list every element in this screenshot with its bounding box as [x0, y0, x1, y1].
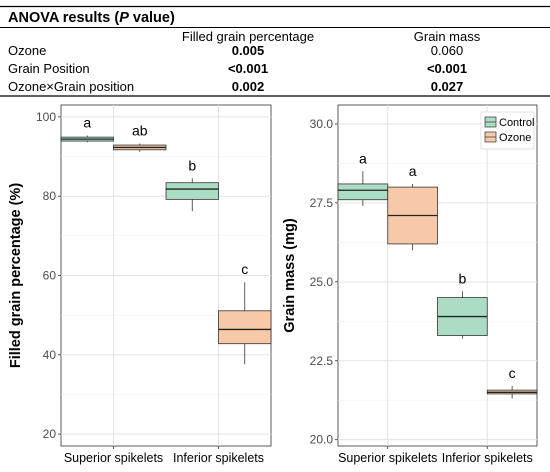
significance-letter: ab — [132, 122, 148, 138]
significance-letter: a — [83, 115, 91, 131]
chart-panel-1: 20 40 60 80 100 Superior spikelets Inferior sp… — [8, 104, 272, 465]
anova-value-filled: 0.002 — [232, 79, 265, 94]
x-tick-label: Inferior spikelets — [442, 451, 533, 465]
box-ozone: ab — [113, 122, 167, 152]
box-control: a — [337, 150, 389, 207]
y-tick-label: 22.5 — [310, 354, 334, 368]
y-tick-label: 60 — [43, 269, 57, 283]
y-tick-label: 20.0 — [310, 433, 334, 447]
chart-panel-2: 20.0 22.5 25.0 27.5 30.0 Superior spikelets In… — [282, 104, 538, 465]
significance-letter: b — [188, 157, 196, 173]
box-ozone: c — [486, 365, 538, 399]
anova-value-mass: 0.060 — [431, 43, 464, 58]
y-tick-label: 30.0 — [310, 117, 334, 131]
box-iqr — [165, 182, 219, 200]
y-axis-label: Grain mass (mg) — [282, 218, 298, 333]
anova-value-filled: 0.005 — [232, 43, 265, 58]
box-control: a — [60, 115, 114, 143]
significance-letter: a — [359, 150, 367, 166]
legend-label: Control — [499, 117, 534, 129]
x-tick-label: Superior spikelets — [64, 451, 163, 465]
y-tick-label: 80 — [43, 189, 57, 203]
box-iqr — [218, 310, 272, 345]
col-header-filled: Filled grain percentage — [182, 29, 314, 44]
box-ozone: a — [387, 163, 438, 251]
x-tick-label: Inferior spikelets — [173, 451, 264, 465]
significance-letter: c — [241, 261, 248, 277]
box-control: b — [437, 270, 488, 339]
anova-value-mass: <0.001 — [427, 61, 467, 76]
significance-letter: c — [509, 365, 516, 381]
significance-letter: b — [458, 270, 466, 286]
x-tick-label: Superior spikelets — [338, 451, 437, 465]
anova-row-label: Ozone×Grain position — [8, 79, 134, 94]
significance-letter: a — [409, 163, 417, 179]
anova-title: ANOVA results (P value) — [8, 10, 175, 26]
plot-panel — [337, 104, 538, 447]
anova-value-filled: <0.001 — [228, 61, 268, 76]
box-ozone: c — [218, 261, 272, 365]
col-header-mass: Grain mass — [414, 29, 481, 44]
anova-row-label: Grain Position — [8, 61, 90, 76]
box-iqr — [337, 183, 389, 201]
anova-row-label: Ozone — [8, 43, 46, 58]
anova-table: ANOVA results (P value) Filled grain per… — [0, 5, 550, 97]
y-tick-label: 100 — [36, 110, 56, 124]
box-control: b — [165, 157, 219, 212]
y-tick-label: 25.0 — [310, 275, 334, 289]
y-tick-label: 20 — [43, 427, 57, 441]
y-tick-label: 40 — [43, 348, 57, 362]
y-tick-label: 27.5 — [310, 196, 334, 210]
anova-value-mass: 0.027 — [431, 79, 464, 94]
legend-label: Ozone — [499, 132, 531, 144]
legend: Control Ozone — [480, 111, 534, 150]
y-axis-label: Filled grain percentage (%) — [8, 183, 24, 368]
